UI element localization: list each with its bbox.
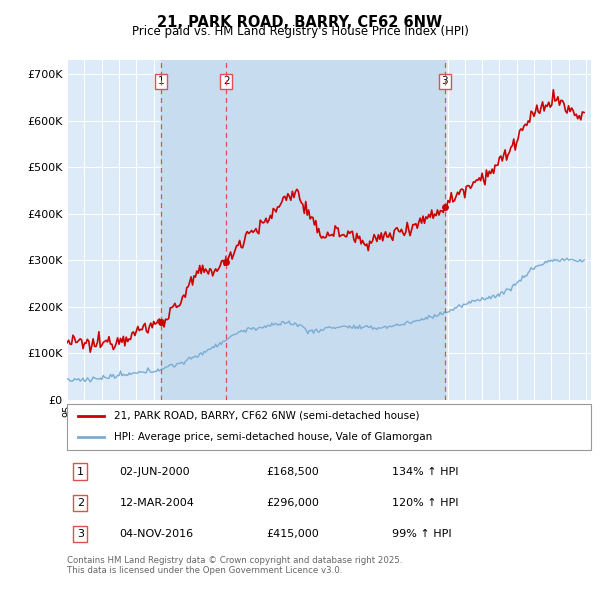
- Bar: [161, 60, 226, 400]
- Text: 02-JUN-2000: 02-JUN-2000: [119, 467, 190, 477]
- Text: 1: 1: [77, 467, 84, 477]
- Text: 134% ↑ HPI: 134% ↑ HPI: [392, 467, 458, 477]
- Text: 2: 2: [77, 498, 84, 508]
- Text: 120% ↑ HPI: 120% ↑ HPI: [392, 498, 458, 508]
- Text: Contains HM Land Registry data © Crown copyright and database right 2025.
This d: Contains HM Land Registry data © Crown c…: [67, 556, 403, 575]
- Text: 1: 1: [158, 76, 164, 86]
- Text: 21, PARK ROAD, BARRY, CF62 6NW: 21, PARK ROAD, BARRY, CF62 6NW: [157, 15, 443, 30]
- Text: 2: 2: [223, 76, 229, 86]
- Text: £296,000: £296,000: [266, 498, 319, 508]
- Text: £415,000: £415,000: [266, 529, 319, 539]
- Text: £168,500: £168,500: [266, 467, 319, 477]
- Text: 21, PARK ROAD, BARRY, CF62 6NW (semi-detached house): 21, PARK ROAD, BARRY, CF62 6NW (semi-det…: [115, 411, 420, 421]
- Text: 3: 3: [442, 76, 448, 86]
- Bar: [226, 60, 445, 400]
- Text: 04-NOV-2016: 04-NOV-2016: [119, 529, 194, 539]
- Text: 12-MAR-2004: 12-MAR-2004: [119, 498, 194, 508]
- Text: Price paid vs. HM Land Registry's House Price Index (HPI): Price paid vs. HM Land Registry's House …: [131, 25, 469, 38]
- Text: HPI: Average price, semi-detached house, Vale of Glamorgan: HPI: Average price, semi-detached house,…: [115, 432, 433, 442]
- Text: 99% ↑ HPI: 99% ↑ HPI: [392, 529, 452, 539]
- Text: 3: 3: [77, 529, 84, 539]
